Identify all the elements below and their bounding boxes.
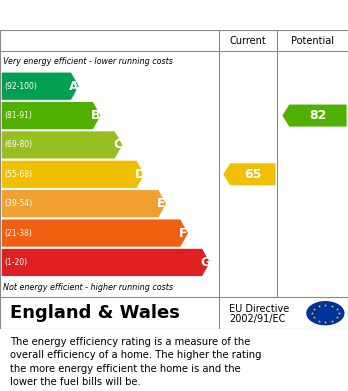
Text: Potential: Potential xyxy=(291,36,334,46)
Text: D: D xyxy=(135,168,145,181)
Polygon shape xyxy=(282,104,347,127)
Polygon shape xyxy=(2,131,122,159)
Polygon shape xyxy=(223,163,276,185)
Text: 82: 82 xyxy=(309,109,327,122)
Polygon shape xyxy=(2,161,144,188)
Text: EU Directive: EU Directive xyxy=(229,304,289,314)
Text: B: B xyxy=(91,109,101,122)
Text: overall efficiency of a home. The higher the rating: overall efficiency of a home. The higher… xyxy=(10,350,262,360)
Text: (21-38): (21-38) xyxy=(5,229,32,238)
Text: Energy Efficiency Rating: Energy Efficiency Rating xyxy=(10,7,232,23)
Text: (1-20): (1-20) xyxy=(5,258,27,267)
Text: (55-68): (55-68) xyxy=(5,170,33,179)
Text: A: A xyxy=(69,80,79,93)
Text: Very energy efficient - lower running costs: Very energy efficient - lower running co… xyxy=(3,57,173,66)
Text: Current: Current xyxy=(229,36,266,46)
Ellipse shape xyxy=(306,301,345,325)
Text: England & Wales: England & Wales xyxy=(10,304,180,322)
Text: (69-80): (69-80) xyxy=(5,140,33,149)
Text: (92-100): (92-100) xyxy=(5,82,37,91)
Polygon shape xyxy=(2,190,166,217)
Text: Not energy efficient - higher running costs: Not energy efficient - higher running co… xyxy=(3,283,174,292)
Text: E: E xyxy=(157,197,166,210)
Polygon shape xyxy=(2,73,79,100)
Text: G: G xyxy=(200,256,210,269)
Text: 2002/91/EC: 2002/91/EC xyxy=(229,314,285,324)
Text: the more energy efficient the home is and the: the more energy efficient the home is an… xyxy=(10,364,241,374)
Text: The energy efficiency rating is a measure of the: The energy efficiency rating is a measur… xyxy=(10,337,251,347)
Polygon shape xyxy=(2,249,210,276)
Text: C: C xyxy=(113,138,122,151)
Polygon shape xyxy=(2,102,101,129)
Text: F: F xyxy=(179,226,188,240)
Text: (39-54): (39-54) xyxy=(5,199,33,208)
Text: (81-91): (81-91) xyxy=(5,111,32,120)
Polygon shape xyxy=(2,219,188,247)
Text: lower the fuel bills will be.: lower the fuel bills will be. xyxy=(10,377,141,387)
Text: 65: 65 xyxy=(244,168,261,181)
